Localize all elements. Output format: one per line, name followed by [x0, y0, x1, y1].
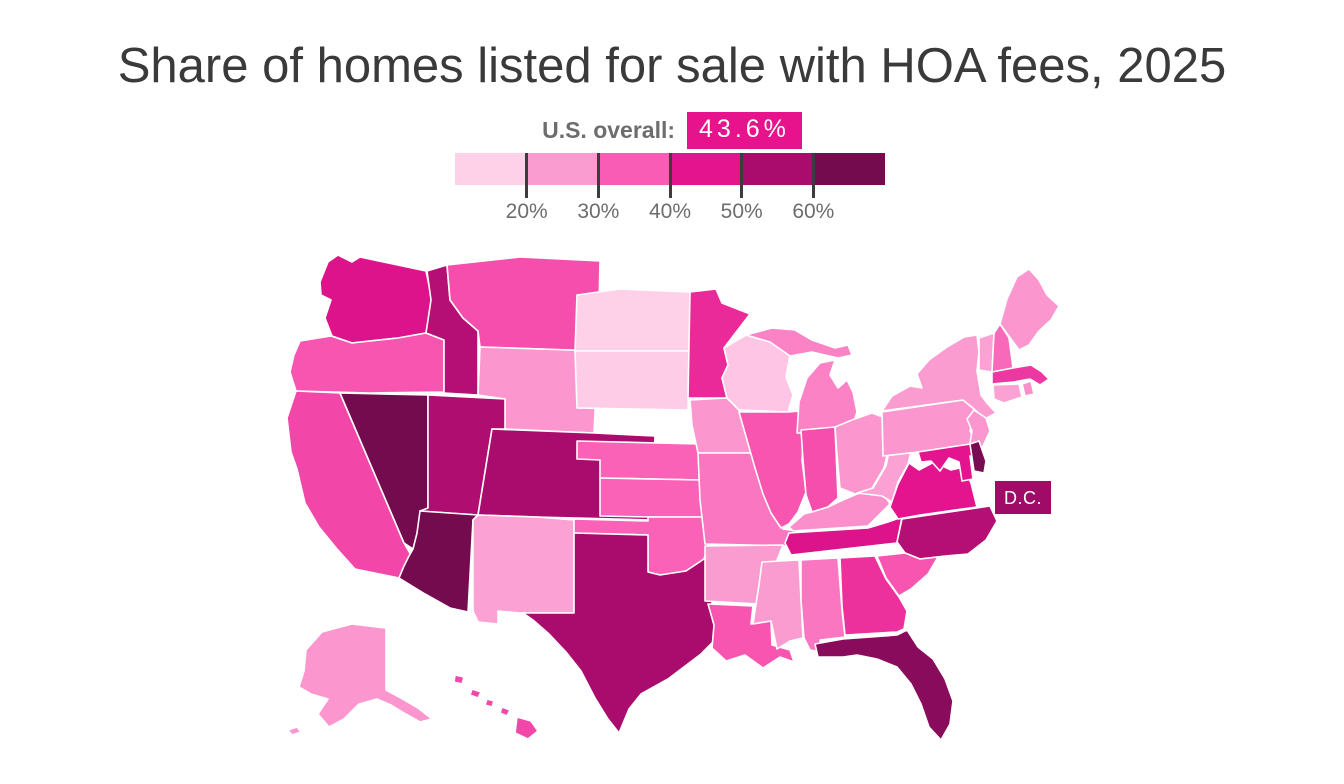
us-overall-value-badge: 43.6%: [687, 111, 802, 149]
state-fl[interactable]: [814, 629, 954, 741]
state-ca[interactable]: [286, 390, 412, 579]
state-de[interactable]: [969, 440, 987, 474]
state-me[interactable]: [999, 268, 1060, 351]
legend-tick: [596, 153, 600, 198]
state-nm[interactable]: [472, 514, 575, 625]
legend-tick-label: 60%: [792, 200, 835, 223]
state-ak[interactable]: [283, 623, 433, 741]
legend-tick: [525, 153, 529, 198]
us-overall-label: U.S. overall:: [542, 116, 676, 143]
legend-swatch: [670, 153, 742, 185]
legend-colorbar: [455, 153, 886, 185]
legend-tick-label: 40%: [648, 200, 692, 223]
state-ma[interactable]: [991, 364, 1050, 386]
state-tx[interactable]: [522, 532, 718, 734]
state-ri[interactable]: [1021, 380, 1035, 397]
state-al[interactable]: [800, 557, 846, 653]
dc-callout-chip[interactable]: [995, 481, 1051, 514]
state-nd[interactable]: [574, 288, 691, 352]
state-ks[interactable]: [599, 477, 708, 518]
state-sd[interactable]: [574, 350, 691, 411]
state-wa[interactable]: [319, 254, 433, 344]
state-or[interactable]: [289, 332, 445, 394]
legend-swatch: [598, 153, 671, 185]
state-in[interactable]: [800, 426, 839, 513]
legend-tick-label: 30%: [577, 200, 620, 223]
chart-title: Share of homes listed for sale with HOA …: [117, 39, 1227, 93]
us-map: D.C.: [283, 254, 1060, 741]
legend-swatch: [526, 153, 599, 185]
legend-tick: [740, 153, 744, 198]
dc-callout-label: D.C.: [1004, 488, 1042, 508]
legend-tick: [668, 153, 672, 198]
state-hi[interactable]: [453, 674, 539, 740]
legend-swatch: [741, 153, 814, 185]
legend-tick: [811, 153, 815, 198]
legend-tick-label: 20%: [505, 200, 548, 223]
us-overall-row: U.S. overall: 43.6%: [0, 111, 1344, 149]
legend-swatch: [455, 153, 527, 185]
legend-tick-label: 50%: [720, 200, 763, 223]
state-nh[interactable]: [991, 323, 1014, 373]
state-ct[interactable]: [992, 383, 1023, 404]
legend-swatch: [813, 153, 886, 185]
